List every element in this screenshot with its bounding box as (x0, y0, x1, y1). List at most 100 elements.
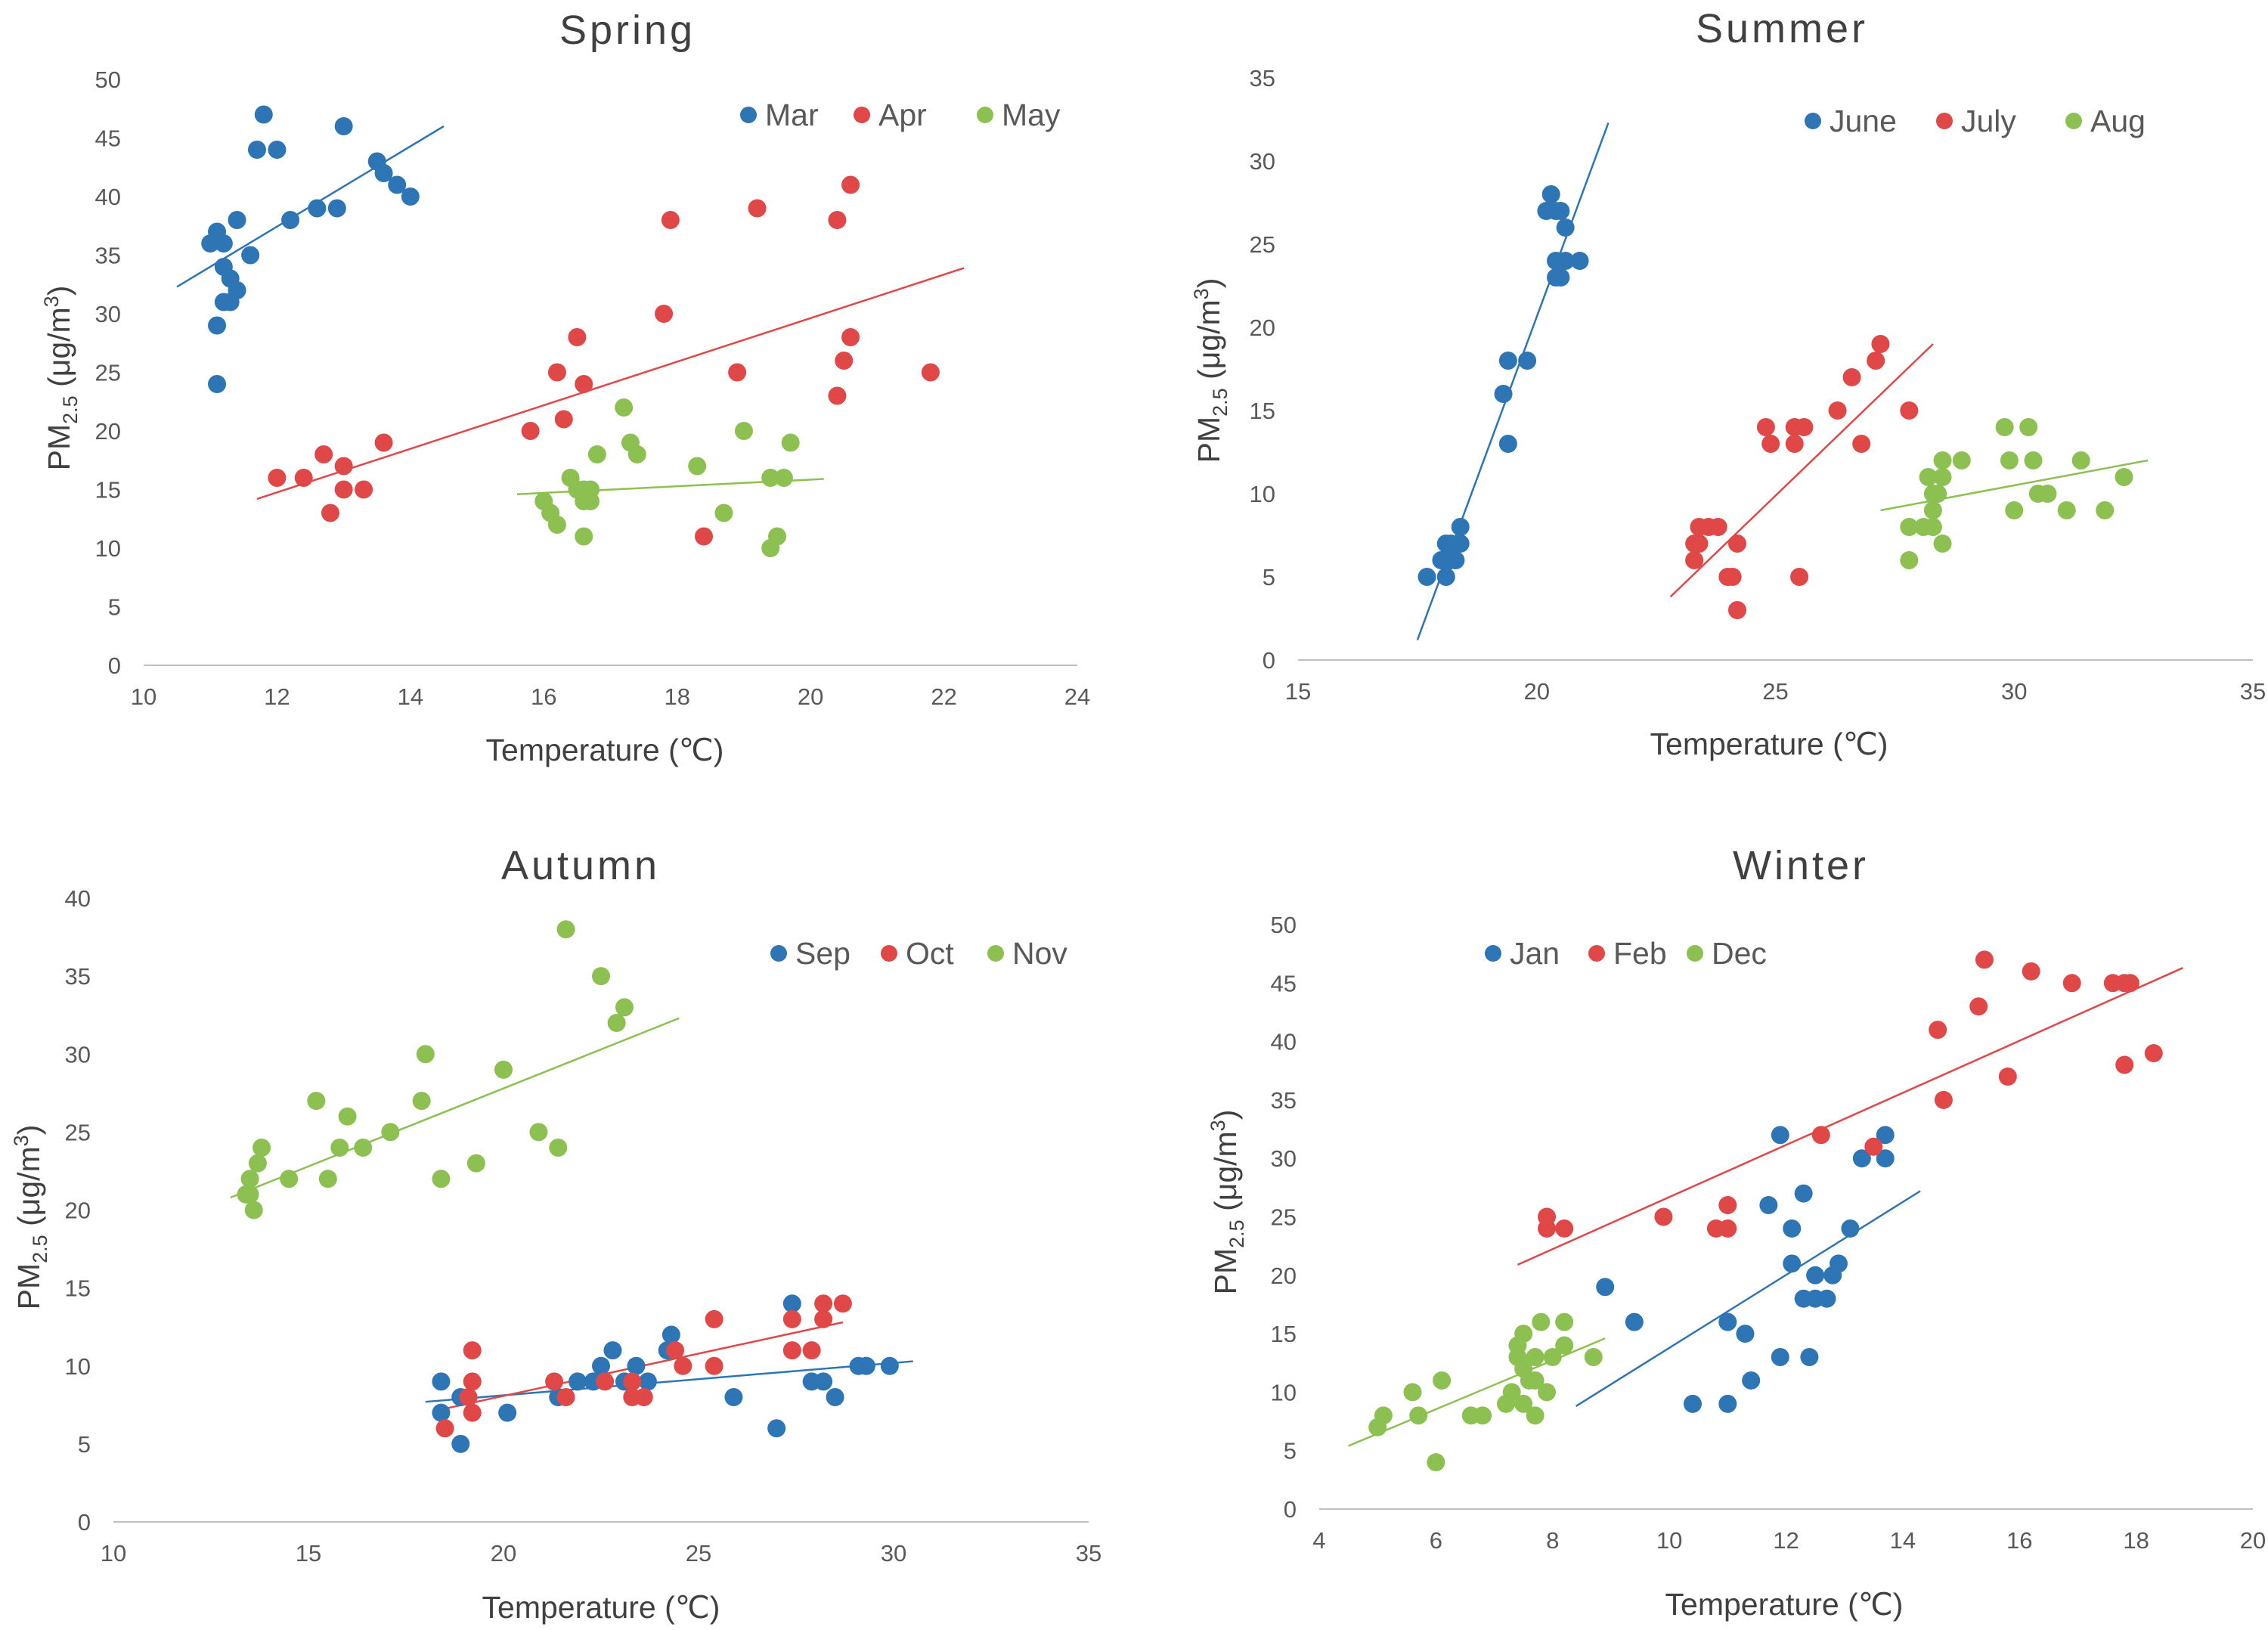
data-point-oct (634, 1388, 653, 1406)
data-point-mar (228, 211, 246, 229)
data-point-sep (638, 1372, 657, 1391)
data-point-apr (828, 211, 847, 229)
data-point-nov (412, 1092, 431, 1111)
panel-summer: Summer 0 5 10 15 20 25 30 35 15 20 25 30 35 Tempera… (1190, 6, 2266, 761)
y-tick-label: 15 (1271, 1321, 1297, 1347)
data-point-mar (374, 164, 393, 182)
data-point-may (587, 445, 606, 463)
data-point-feb (2022, 962, 2040, 981)
y-tick-label: 20 (1250, 315, 1275, 341)
data-point-apr (314, 445, 333, 463)
data-point-oct (814, 1309, 833, 1328)
legend-label-june: June (1830, 104, 1897, 138)
data-point-feb (1998, 1067, 2017, 1086)
data-point-oct (463, 1403, 482, 1422)
legend-label-may: May (1002, 98, 1061, 132)
data-point-jan (1736, 1325, 1755, 1343)
trendline-july (1669, 343, 1934, 598)
data-point-may (734, 422, 753, 440)
x-axis-label: Temperature (℃) (482, 1590, 720, 1625)
data-point-july (1852, 435, 1871, 453)
legend: June July Aug (1805, 104, 2146, 138)
data-point-feb (2144, 1044, 2163, 1063)
data-point-july (1900, 401, 1919, 420)
data-point-dec (1555, 1312, 1574, 1331)
y-axis-ticks: 0 5 10 15 20 25 30 35 40 (65, 885, 91, 1535)
data-point-oct (596, 1372, 615, 1391)
legend-label-oct: Oct (906, 936, 954, 971)
data-point-feb (1718, 1196, 1737, 1215)
data-point-nov (615, 998, 634, 1017)
data-point-june (1556, 252, 1575, 270)
data-point-apr (554, 410, 573, 429)
data-point-jan (1783, 1254, 1802, 1273)
x-axis-ticks: 4 6 8 10 12 14 16 18 20 (1312, 1527, 2266, 1554)
x-axis-ticks: 15 20 25 30 35 (1285, 678, 2266, 705)
data-point-mar (254, 105, 273, 124)
data-point-jan (1759, 1196, 1778, 1215)
data-point-feb (1864, 1137, 1883, 1156)
data-point-apr (695, 527, 713, 546)
data-point-july (1842, 368, 1861, 386)
legend-marker-dec (1687, 945, 1703, 962)
data-point-nov (244, 1201, 263, 1219)
data-point-mar (281, 211, 300, 229)
data-point-nov (549, 1139, 568, 1157)
x-tick-label: 22 (931, 683, 956, 710)
x-tick-label: 15 (296, 1540, 321, 1566)
x-tick-label: 24 (1064, 683, 1090, 710)
data-point-aug (1933, 468, 1952, 486)
trendline-apr (256, 267, 965, 500)
trendline-jan (1575, 1190, 1921, 1408)
data-point-feb (1555, 1219, 1574, 1238)
data-point-nov (240, 1185, 259, 1204)
data-point-june (1551, 268, 1570, 287)
data-point-feb (1718, 1219, 1737, 1238)
data-points (201, 105, 940, 557)
x-axis-ticks: 10 12 14 16 18 20 22 24 (131, 683, 1090, 710)
data-point-jan (1876, 1126, 1895, 1145)
x-tick-label: 30 (2001, 678, 2027, 705)
x-tick-label: 35 (1076, 1540, 1101, 1566)
data-point-sep (432, 1372, 451, 1391)
data-point-oct (459, 1388, 478, 1406)
data-point-mar (388, 175, 407, 194)
x-tick-label: 6 (1430, 1527, 1442, 1554)
data-point-nov (338, 1107, 357, 1126)
data-point-dec (1555, 1336, 1574, 1355)
data-point-nov (556, 920, 575, 939)
x-tick-label: 20 (1524, 678, 1550, 705)
data-point-aug (2038, 485, 2057, 503)
legend-label-july: July (1961, 104, 2016, 138)
x-tick-label: 14 (398, 683, 423, 710)
x-tick-label: 14 (1890, 1527, 1916, 1554)
data-point-mar (208, 375, 227, 393)
legend-marker-july (1936, 113, 1953, 129)
data-point-july (1867, 352, 1885, 370)
data-point-nov (330, 1139, 349, 1157)
data-point-nov (592, 967, 610, 986)
data-point-nov (280, 1170, 299, 1188)
y-tick-label: 0 (1263, 647, 1275, 674)
legend: Jan Feb Dec (1485, 936, 1767, 971)
x-tick-label: 18 (2123, 1527, 2149, 1554)
panel-spring: Spring 0 5 10 15 20 25 30 35 40 45 50 10 12 14 16 18 20… (40, 8, 1090, 767)
data-point-oct (666, 1341, 685, 1360)
y-tick-label: 30 (1271, 1145, 1297, 1172)
data-point-dec (1532, 1312, 1551, 1331)
data-point-apr (521, 422, 540, 440)
y-tick-label: 5 (108, 594, 121, 621)
data-point-feb (1654, 1207, 1673, 1226)
data-point-nov (381, 1123, 400, 1142)
data-point-dec (1538, 1383, 1557, 1402)
legend-marker-june (1805, 113, 1821, 129)
data-point-jan (1783, 1219, 1802, 1238)
legend-label-dec: Dec (1712, 936, 1767, 971)
x-tick-label: 10 (1656, 1527, 1682, 1554)
data-point-apr (547, 363, 566, 382)
y-tick-label: 45 (1271, 970, 1297, 996)
data-point-aug (2071, 451, 2090, 469)
data-point-aug (1933, 535, 1952, 553)
x-tick-label: 20 (491, 1540, 516, 1566)
